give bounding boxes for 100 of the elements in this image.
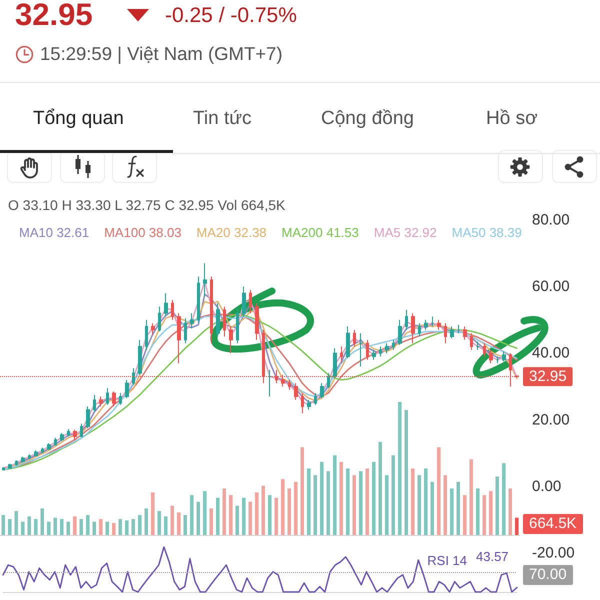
bar — [314, 475, 317, 535]
candlestick — [405, 309, 408, 330]
candlestick — [255, 302, 259, 340]
y-tick-label: 60.00 — [532, 278, 570, 296]
series-label: RSI 14 — [427, 553, 468, 568]
bar — [508, 488, 512, 535]
candlestick — [197, 276, 200, 324]
bar — [372, 462, 376, 535]
candlestick — [333, 348, 337, 379]
candlestick — [463, 326, 467, 340]
bar — [8, 519, 12, 535]
candlestick — [242, 286, 246, 318]
candlestick — [483, 342, 486, 358]
bar — [430, 482, 434, 535]
candlestick — [366, 339, 369, 360]
bar — [210, 508, 213, 535]
candlestick — [112, 390, 116, 407]
bar — [54, 518, 57, 535]
bar — [366, 468, 369, 535]
text: MA200 41.53 — [282, 225, 359, 240]
candlestick — [437, 319, 441, 330]
candlestick — [99, 396, 103, 407]
candlestick — [249, 289, 252, 314]
candlestick — [93, 394, 96, 412]
bar — [281, 479, 284, 535]
candlestick — [301, 392, 304, 414]
bar — [21, 522, 24, 535]
candlestick — [21, 456, 25, 463]
bar — [333, 455, 336, 535]
bar — [255, 492, 258, 535]
candlestick — [476, 341, 480, 350]
bar — [125, 520, 128, 535]
y-tick-label: 20.00 — [532, 411, 570, 428]
text: 70.00 — [523, 565, 573, 586]
candlestick — [34, 450, 38, 457]
candlestick — [294, 382, 298, 400]
bar — [190, 495, 194, 535]
candlestick — [307, 399, 311, 410]
candlestick — [47, 442, 51, 450]
candlestick — [216, 302, 220, 338]
bar — [236, 506, 239, 535]
candlestick — [346, 326, 350, 359]
bar — [2, 515, 5, 535]
bar — [482, 495, 486, 535]
bar — [515, 518, 518, 535]
bar — [340, 462, 343, 535]
text: Tin tức — [193, 107, 252, 130]
candlestick — [489, 349, 493, 364]
candlestick — [177, 312, 181, 364]
candlestick — [450, 326, 454, 339]
candlestick — [372, 349, 376, 360]
bar — [502, 463, 506, 535]
candlestick — [314, 392, 317, 406]
candlestick — [210, 276, 213, 344]
candlestick — [444, 322, 447, 344]
bar — [86, 515, 90, 535]
bar — [352, 475, 356, 535]
text: 15:29:59 | Việt Nam (GMT+7) — [40, 43, 282, 65]
candlestick — [411, 312, 415, 344]
bar — [392, 455, 395, 535]
bar — [248, 502, 252, 535]
candlestick — [132, 368, 135, 386]
candlestick — [496, 356, 499, 364]
bar — [444, 475, 447, 535]
bar — [132, 519, 135, 535]
candlestick — [288, 379, 291, 390]
bar — [216, 498, 220, 535]
bar — [262, 486, 265, 535]
bar — [300, 447, 304, 535]
ref-line-label: 32.95 — [529, 368, 567, 386]
candlestick — [392, 339, 395, 350]
candlestick — [80, 423, 83, 438]
candlestick — [15, 460, 18, 466]
candlestick — [2, 466, 5, 471]
candlestick — [340, 346, 343, 364]
bar — [456, 482, 460, 535]
bar — [158, 511, 161, 535]
bar — [404, 410, 408, 535]
candlestick — [236, 308, 239, 344]
bar — [66, 522, 70, 535]
candlestick — [8, 463, 12, 470]
bar — [346, 468, 350, 535]
candlestick — [223, 306, 226, 338]
text: MA20 32.38 — [196, 225, 267, 240]
bar — [359, 471, 362, 535]
candlestick — [138, 339, 142, 376]
y-tick-label: 80.00 — [532, 212, 570, 228]
candlestick — [418, 322, 421, 338]
bar — [288, 488, 291, 535]
bar — [489, 491, 492, 535]
candlestick — [385, 342, 389, 354]
bar — [151, 492, 154, 535]
candlestick — [320, 382, 324, 399]
bar — [307, 468, 310, 535]
bar — [203, 491, 206, 535]
text: MA5 32.92 — [374, 225, 437, 240]
bar — [170, 506, 174, 535]
candlestick — [67, 428, 70, 437]
bar — [470, 459, 473, 535]
candlestick — [119, 392, 122, 406]
